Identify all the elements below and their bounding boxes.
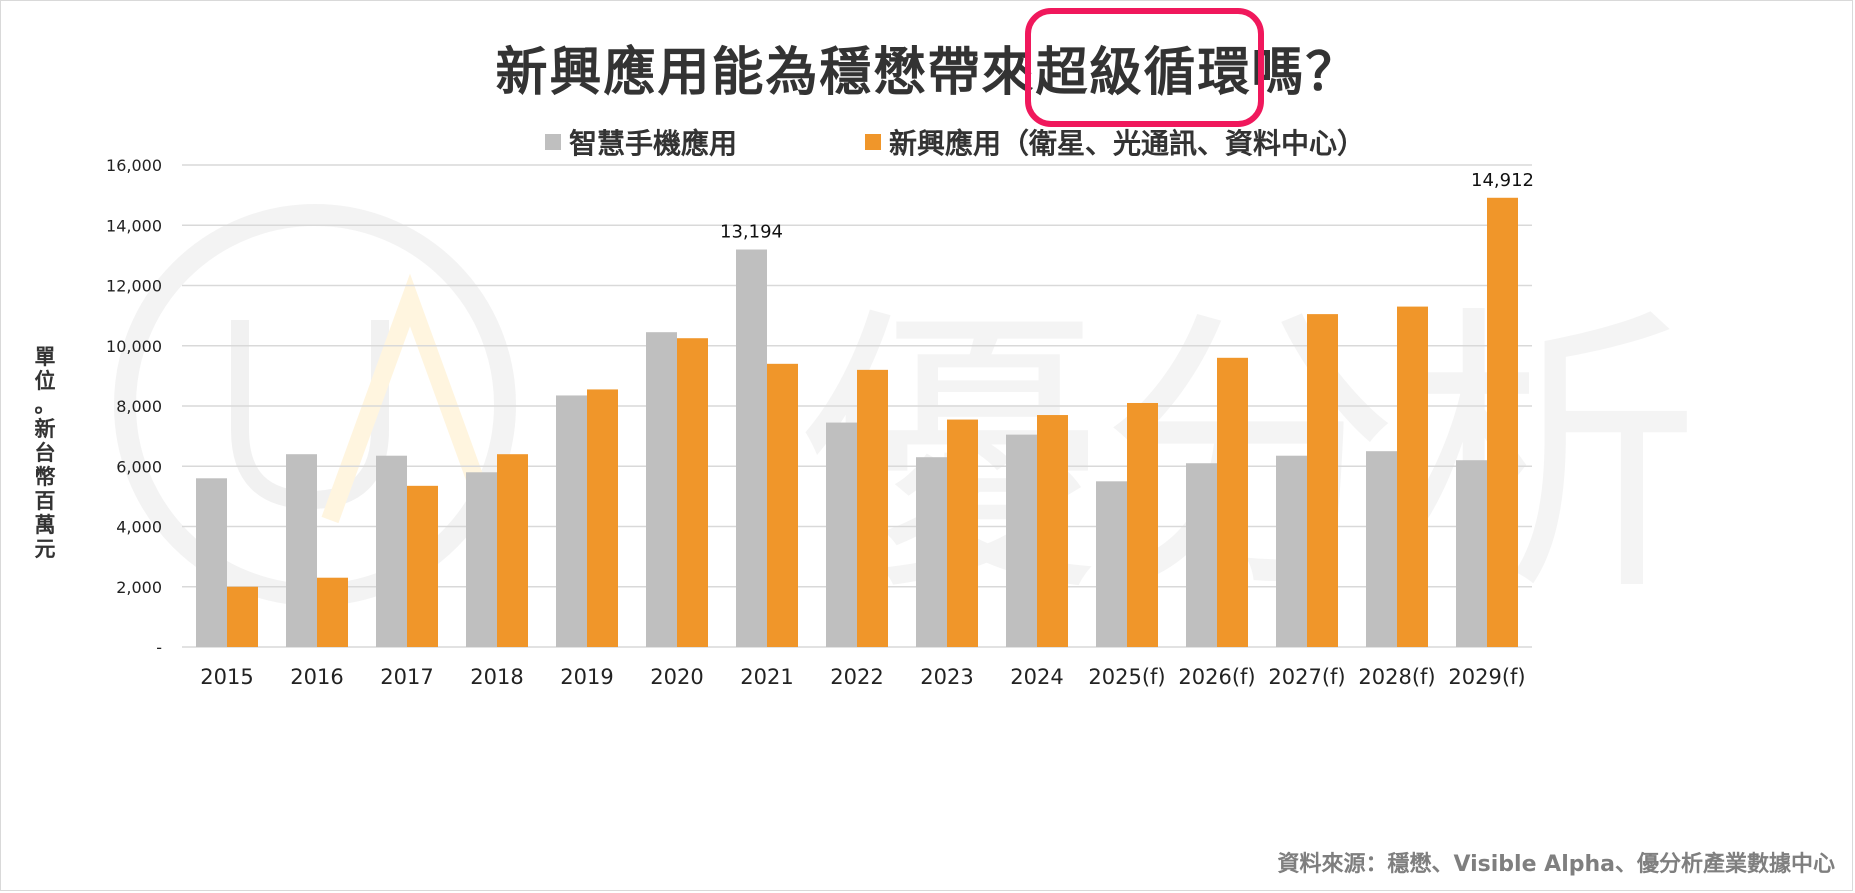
bar-smartphone [736,250,767,647]
bar-emerging [407,486,438,647]
bar-smartphone [286,454,317,647]
legend-label-smartphone: 智慧手機應用 [569,122,737,162]
x-tick-label: 2020 [650,665,703,689]
bar-emerging [1127,403,1158,647]
y-tick-label: 6,000 [116,457,162,476]
x-tick-label: 2022 [830,665,883,689]
chart-title: 新興應用能為穩懋帶來超級循環嗎？ [0,30,1855,105]
bar-smartphone [826,423,857,647]
ylabel-char: 。 [30,393,60,417]
bar-smartphone [1186,463,1217,647]
bar-emerging [1487,198,1518,647]
ylabel-char: 位 [30,369,60,393]
bar-emerging [1307,314,1338,647]
x-tick-label: 2024 [1010,665,1063,689]
bar-smartphone [1456,460,1487,647]
x-tick-label: 2027(f) [1268,665,1345,689]
data-label: 14,912 [1471,170,1534,191]
y-tick-label: 10,000 [106,337,162,356]
y-tick-label: 8,000 [116,397,162,416]
bar-emerging [587,389,618,647]
bar-smartphone [1366,451,1397,647]
ylabel-char: 新 [30,417,60,441]
y-tick-label: - [156,638,162,657]
bar-emerging [1217,358,1248,647]
ylabel-char: 萬 [30,513,60,537]
bar-emerging [227,587,258,647]
ylabel-char: 台 [30,441,60,465]
x-tick-label: 2017 [380,665,433,689]
ylabel-char: 元 [30,537,60,561]
x-tick-label: 2015 [200,665,253,689]
title-suffix: 嗎？ [1252,43,1360,103]
legend-label-emerging: 新興應用（衛星、光通訊、資料中心） [889,122,1365,162]
x-tick-label: 2026(f) [1178,665,1255,689]
bar-smartphone [916,457,947,647]
title-highlight: 超級循環 [1035,30,1251,105]
bar-emerging [767,364,798,647]
bar-smartphone [196,478,227,647]
bar-emerging [317,578,348,647]
data-label: 13,194 [720,222,783,243]
x-tick-label: 2029(f) [1448,665,1525,689]
x-tick-label: 2023 [920,665,973,689]
ylabel-char: 百 [30,489,60,513]
x-tick-label: 2019 [560,665,613,689]
legend-item-smartphone: 智慧手機應用 [545,122,737,162]
y-axis-label: 單 位 。 新 台 幣 百 萬 元 [30,345,60,561]
legend-swatch-orange [865,134,881,150]
y-tick-label: 4,000 [116,518,162,537]
bar-smartphone [1276,456,1307,647]
bar-emerging [497,454,528,647]
bar-smartphone [376,456,407,647]
ylabel-char: 單 [30,345,60,369]
x-tick-label: 2025(f) [1088,665,1165,689]
x-tick-label: 2028(f) [1358,665,1435,689]
bar-emerging [1037,415,1068,647]
bar-emerging [947,420,978,647]
title-highlight-text: 超級循環 [1035,43,1251,103]
bar-smartphone [1096,481,1127,647]
legend-item-emerging: 新興應用（衛星、光通訊、資料中心） [865,122,1365,162]
bar-smartphone [1006,435,1037,647]
bar-emerging [857,370,888,647]
bar-smartphone [556,395,587,647]
legend: 智慧手機應用 新興應用（衛星、光通訊、資料中心） [0,122,1855,162]
bar-emerging [677,338,708,647]
legend-swatch-gray [545,134,561,150]
ylabel-char: 幣 [30,465,60,489]
bar-smartphone [646,332,677,647]
x-tick-label: 2018 [470,665,523,689]
source-note: 資料來源：穩懋、Visible Alpha、優分析產業數據中心 [1277,846,1835,878]
bar-emerging [1397,307,1428,647]
y-tick-label: 14,000 [106,216,162,235]
y-tick-label: 12,000 [106,277,162,296]
x-tick-label: 2021 [740,665,793,689]
title-prefix: 新興應用能為穩懋帶來 [495,43,1035,103]
bar-smartphone [466,472,497,647]
y-tick-label: 2,000 [116,578,162,597]
x-tick-label: 2016 [290,665,343,689]
